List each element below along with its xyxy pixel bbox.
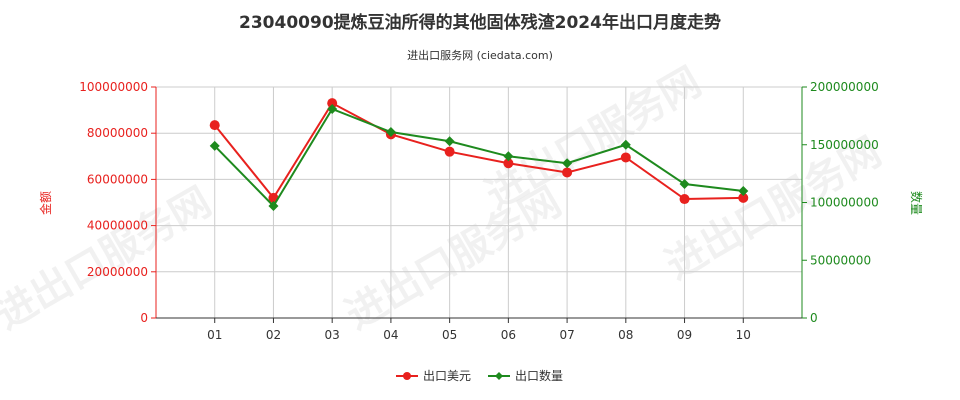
left-axis-ticks: 0 20000000 40000000 60000000 80000000 1000000… bbox=[79, 80, 156, 325]
x-tick-label: 06 bbox=[501, 328, 516, 342]
series-layer bbox=[209, 98, 749, 211]
data-point bbox=[209, 120, 220, 131]
series-quantity bbox=[209, 103, 749, 211]
watermark-text: 进出口服务网 bbox=[478, 59, 709, 219]
data-point bbox=[679, 179, 690, 190]
data-point bbox=[738, 185, 749, 196]
left-tick-label: 100000000 bbox=[79, 80, 148, 94]
data-point bbox=[620, 152, 631, 163]
right-tick-label: 150000000 bbox=[810, 138, 879, 152]
data-point bbox=[503, 158, 514, 169]
x-tick-label: 01 bbox=[207, 328, 222, 342]
right-tick-label: 100000000 bbox=[810, 196, 879, 210]
series-line bbox=[213, 101, 744, 201]
legend-label: 出口数量 bbox=[515, 368, 563, 383]
x-tick-label: 07 bbox=[559, 328, 574, 342]
data-point bbox=[444, 136, 455, 147]
data-point bbox=[562, 158, 573, 169]
data-point bbox=[738, 192, 749, 203]
data-point bbox=[327, 103, 338, 114]
left-tick-label: 0 bbox=[140, 311, 148, 325]
chart-subtitle: 进出口服务网 (ciedata.com) bbox=[407, 48, 553, 62]
watermark-text: 进出口服务网 bbox=[0, 179, 219, 339]
legend: 出口美元 出口数量 bbox=[396, 368, 563, 383]
right-axis-ticks: 0 50000000 100000000 150000000 200000000 bbox=[802, 80, 879, 325]
series-line bbox=[214, 107, 744, 208]
x-tick-label: 03 bbox=[325, 328, 340, 342]
legend-swatch-marker bbox=[495, 372, 503, 380]
left-tick-label: 80000000 bbox=[87, 126, 148, 140]
data-point bbox=[503, 151, 514, 162]
x-tick-label: 08 bbox=[618, 328, 633, 342]
chart-title: 23040090提炼豆油所得的其他固体残渣2024年出口月度走势 bbox=[239, 12, 721, 33]
data-point bbox=[327, 98, 338, 109]
axes bbox=[155, 87, 803, 319]
data-point bbox=[268, 200, 279, 211]
legend-swatch-marker bbox=[403, 372, 411, 380]
data-point bbox=[562, 167, 573, 178]
data-point bbox=[385, 127, 396, 138]
x-tick-label: 09 bbox=[677, 328, 692, 342]
data-point bbox=[679, 194, 690, 205]
left-axis-title: 金额 bbox=[38, 191, 53, 215]
legend-label: 出口美元 bbox=[423, 369, 471, 383]
left-tick-label: 20000000 bbox=[87, 265, 148, 279]
left-tick-label: 60000000 bbox=[87, 172, 148, 186]
watermark-text: 进出口服务网 bbox=[338, 179, 569, 339]
x-tick-label: 02 bbox=[266, 328, 281, 342]
left-tick-label: 40000000 bbox=[87, 219, 148, 233]
data-point bbox=[620, 139, 631, 150]
x-tick-label: 05 bbox=[442, 328, 457, 342]
x-tick-label: 10 bbox=[736, 328, 751, 342]
data-point bbox=[209, 140, 220, 151]
right-tick-label: 200000000 bbox=[810, 80, 879, 94]
right-axis-title: 数量 bbox=[909, 191, 924, 215]
right-tick-label: 50000000 bbox=[810, 253, 871, 267]
grid bbox=[155, 86, 803, 319]
x-axis-ticks: 01 02 03 04 05 06 07 08 09 10 bbox=[207, 318, 751, 342]
data-point bbox=[444, 146, 455, 157]
right-tick-label: 0 bbox=[810, 311, 818, 325]
x-tick-label: 04 bbox=[383, 328, 398, 342]
